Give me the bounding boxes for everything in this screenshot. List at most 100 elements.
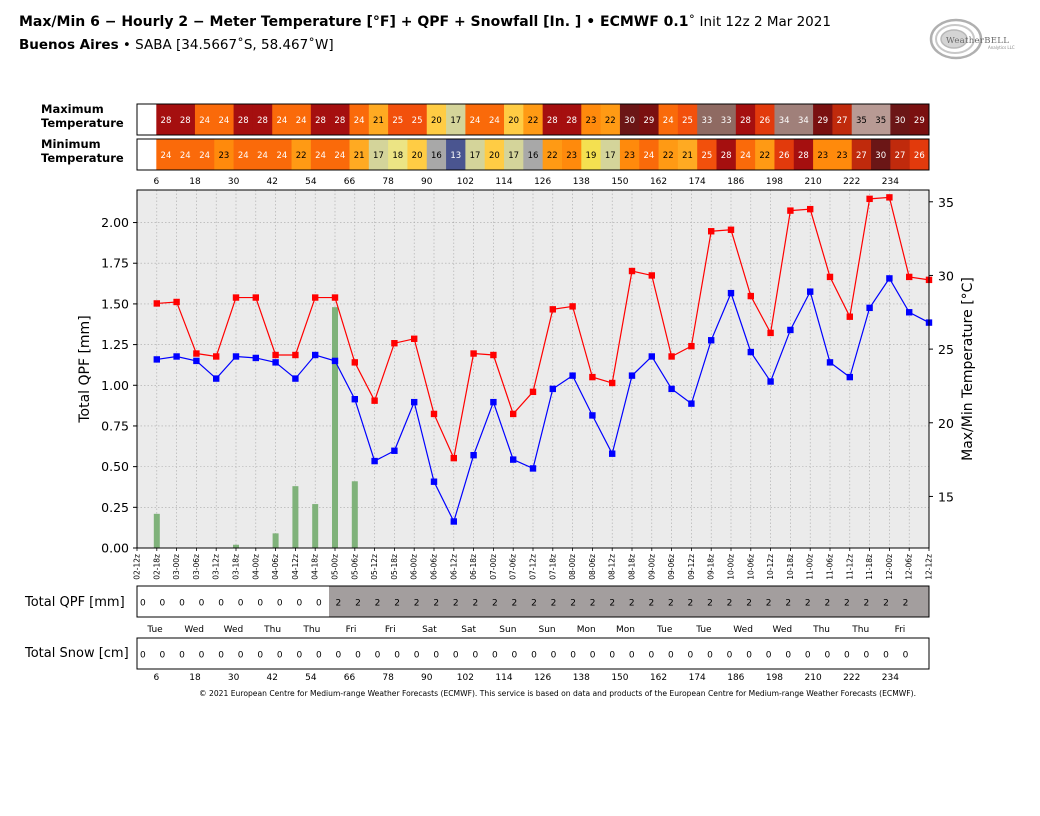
qpf-total-value: 0 [199,599,205,609]
x-date-tick-label: 06-00z [410,554,419,580]
max-temp-value: 28 [238,116,249,126]
bottom-hour-tick-label: 186 [727,673,744,683]
max-temp-point [272,351,279,359]
qpf-total-value: 0 [179,599,185,609]
min-temp-value: 24 [334,151,345,161]
qpf-total-value: 0 [316,599,322,609]
snow-total-value: 0 [824,651,830,661]
top-hour-tick-label: 42 [266,177,277,187]
max-temp-value: 30 [895,116,906,126]
qpf-total-value: 0 [277,599,283,609]
min-temp-point [628,372,636,379]
top-hour-tick-label: 198 [766,177,783,187]
min-temp-value: 17 [605,151,616,161]
qpf-row-border [136,585,930,618]
min-temp-value: 27 [895,151,906,161]
max-temp-point [252,294,259,301]
min-temp-value: 26 [779,151,790,161]
max-temp-point [787,207,794,214]
left-axis-tick-label: 0.00 [101,541,129,556]
max-temp-cell [774,104,795,135]
total-snow-row-label: Total Snow [cm] [25,646,129,661]
min-temp-point [866,304,873,312]
min-temp-point [668,385,675,393]
max-temp-value: 17 [450,116,461,126]
max-temp-point [886,194,893,201]
min-temp-value: 17 [470,151,481,161]
min-temp-point [529,465,537,472]
min-temp-point [787,326,794,334]
x-date-tick-label: 11-06z [826,554,835,580]
logo-subtext: Analytics LLC [988,45,1015,50]
day-label: Mon [577,625,596,635]
right-axis-tick-label: 15 [938,489,954,504]
qpf-bar [233,544,239,548]
max-temp-value: 29 [817,116,828,126]
x-date-tick-label: 10-00z [727,554,736,580]
max-temp-point [767,329,774,337]
min-temp-cell [600,139,621,170]
max-temp-value: 25 [412,116,423,126]
max-temp-value: 33 [701,116,712,126]
min-temp-point [391,447,398,454]
x-date-tick-label: 05-12z [370,554,379,580]
bottom-hour-tick-label: 114 [495,673,512,683]
x-date-tick-label: 12-00z [885,554,894,580]
x-date-tick-label: 08-12z [608,554,617,580]
max-temp-value: 33 [721,116,732,126]
max-temp-value: 24 [354,116,365,126]
min-temp-value: 16 [431,151,442,161]
min-temp-value: 24 [199,151,210,161]
min-temp-point [252,354,259,362]
min-temp-value: 17 [373,151,384,161]
min-temp-value: 24 [238,151,249,161]
min-temp-cell [909,139,930,170]
min-temp-point [173,353,180,360]
x-date-tick-label: 07-00z [489,554,498,580]
min-temp-cell [349,139,370,170]
day-label: Fri [385,625,396,635]
right-axis-tick-label: 35 [938,195,954,210]
left-axis-tick-label: 1.75 [101,256,129,271]
max-temp-point [826,273,834,281]
day-label: Tue [656,625,673,635]
min-temp-point [708,337,715,344]
min-temp-cell [465,139,486,170]
min-temp-point [193,357,200,365]
max-temp-value: 25 [682,116,693,126]
min-temp-value: 17 [508,151,519,161]
snow-total-value: 0 [336,651,342,661]
max-temp-cell [871,104,891,135]
min-temp-value: 13 [450,151,461,161]
max-temp-point [351,359,358,366]
min-temp-cell [774,139,795,170]
snow-total-value: 0 [492,651,498,661]
max-temp-cell [639,104,660,135]
max-temp-point [846,313,853,320]
min-temp-cell [484,139,505,170]
snow-total-value: 0 [414,651,420,661]
day-label: Mon [616,625,635,635]
max-temp-cell [581,104,602,135]
right-axis-tick-label: 20 [938,416,954,431]
min-temp-point [430,478,438,485]
top-hour-tick-label: 234 [882,177,899,187]
max-temp-cell [658,104,679,135]
max-temp-point [668,353,675,360]
min-temp-cell [272,139,293,170]
x-date-tick-label: 05-00z [331,554,340,580]
max-temp-value: 30 [624,116,635,126]
top-hour-tick-label: 210 [805,177,822,187]
max-temp-cell [813,104,833,135]
max-temp-point [391,340,398,347]
min-temp-point [589,412,596,419]
day-label: Wed [733,625,753,635]
snow-total-value: 0 [375,651,381,661]
x-date-tick-label: 04-12z [291,554,300,580]
qpf-total-value: 2 [629,599,635,609]
right-axis-tick-label: 30 [938,268,954,283]
qpf-total-value: 2 [727,599,733,609]
max-temp-point [609,379,616,387]
top-hour-tick-label: 174 [689,177,706,187]
min-temp-value: 16 [528,151,539,161]
